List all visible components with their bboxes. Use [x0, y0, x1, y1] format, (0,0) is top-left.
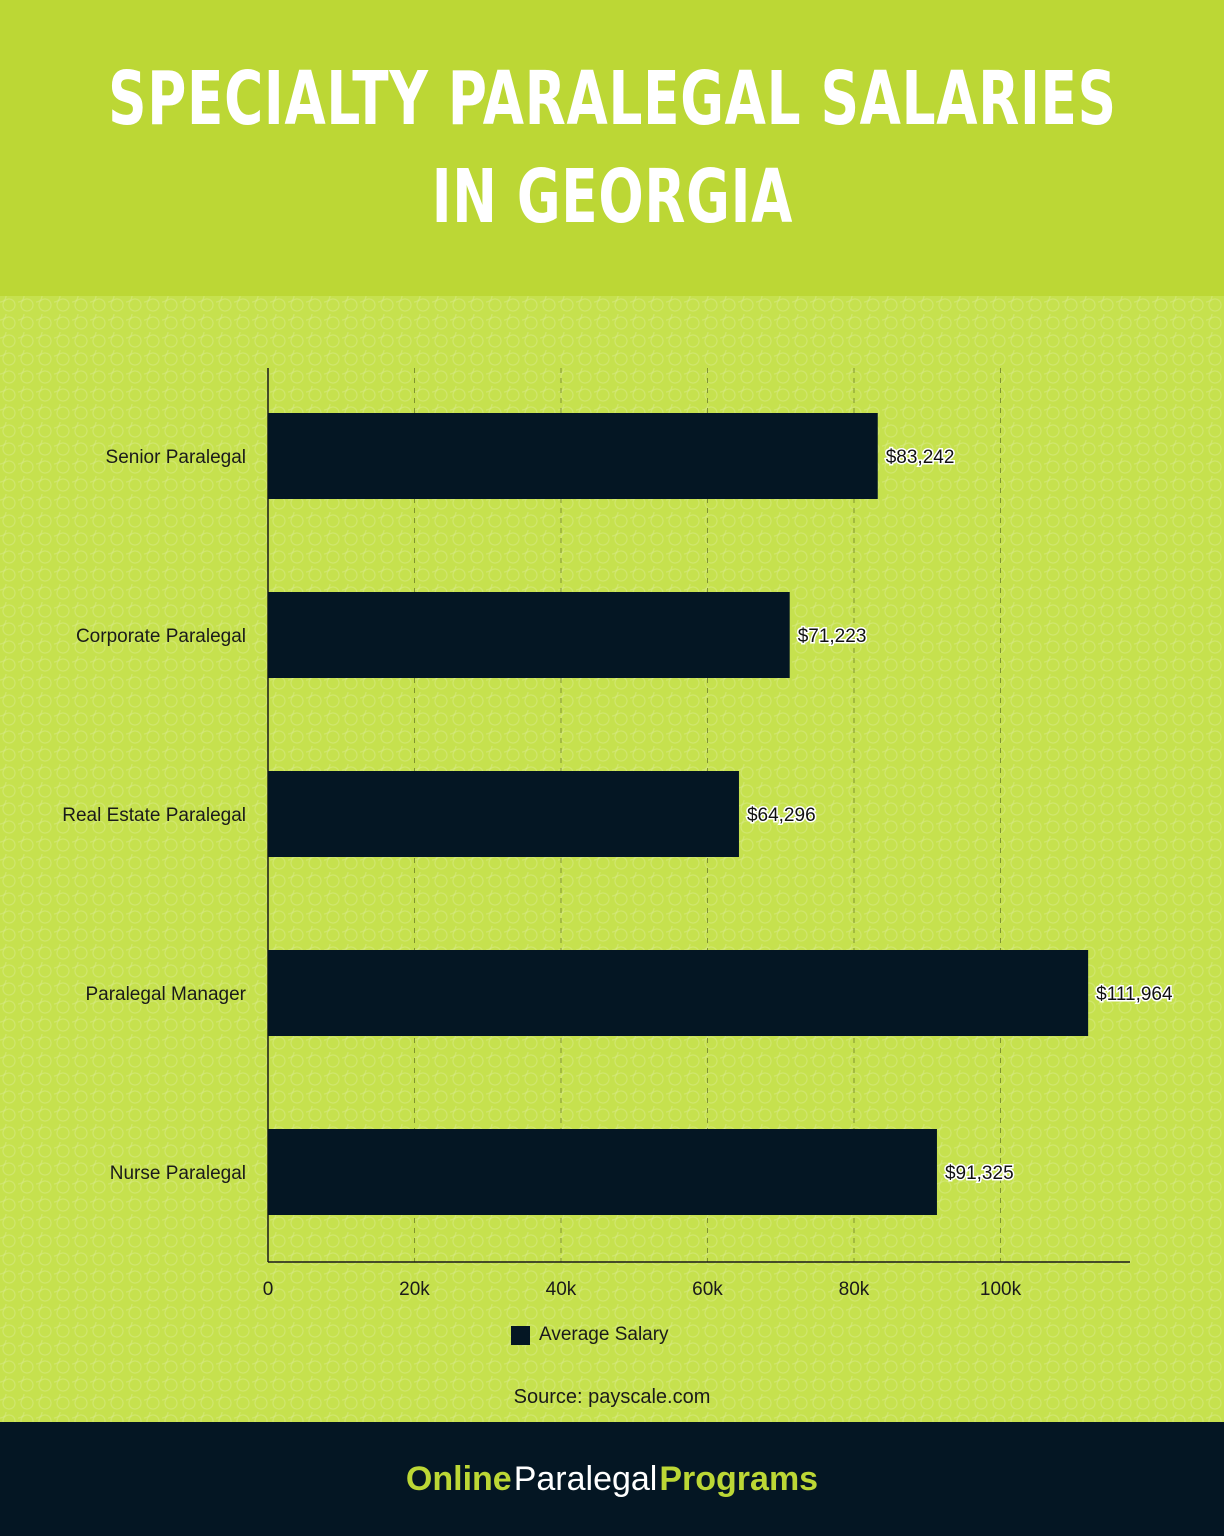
value-label: $111,964	[1096, 984, 1173, 1005]
chart-title: SPECIALTY PARALEGAL SALARIES IN GEORGIA	[108, 50, 1117, 246]
chart-svg: 0 20k 40k 60k 80k 100k Senior Paralegal $83,242…	[62, 368, 1174, 1300]
bar	[268, 592, 790, 678]
value-label: $91,325	[945, 1163, 1014, 1184]
x-tick-label: 100k	[980, 1279, 1022, 1300]
footer-banner: OnlineParalegalPrograms	[0, 1422, 1224, 1536]
category-label: Paralegal Manager	[85, 984, 246, 1005]
x-tick-label: 60k	[692, 1279, 723, 1300]
brand-part-paralegal: Paralegal	[513, 1459, 658, 1498]
title-line-1: SPECIALTY PARALEGAL SALARIES	[107, 56, 1117, 142]
x-tick-label: 20k	[399, 1279, 430, 1300]
bar	[268, 950, 1089, 1036]
category-label: Senior Paralegal	[106, 447, 246, 468]
source-note: Source: payscale.com	[513, 1386, 711, 1408]
bar	[268, 771, 739, 857]
legend-label: Average Salary	[539, 1324, 669, 1345]
x-tick-label: 40k	[546, 1279, 577, 1300]
x-tick-label: 0	[263, 1279, 274, 1300]
brand-logo: OnlineParalegalPrograms	[406, 1460, 818, 1499]
brand-part-online: Online	[405, 1459, 512, 1498]
bar	[268, 1129, 937, 1215]
header-banner: SPECIALTY PARALEGAL SALARIES IN GEORGIA	[0, 0, 1224, 296]
value-label: $83,242	[886, 447, 955, 468]
legend-swatch	[511, 1325, 530, 1345]
category-label: Nurse Paralegal	[110, 1163, 246, 1184]
legend: Average Salary	[511, 1324, 669, 1346]
x-tick-label: 80k	[839, 1279, 870, 1300]
category-label: Corporate Paralegal	[76, 626, 246, 647]
bar	[268, 413, 878, 499]
value-label: $71,223	[798, 626, 867, 647]
bar-chart: 0 20k 40k 60k 80k 100k Senior Paralegal $83,242…	[0, 296, 1224, 1422]
value-label: $64,296	[747, 805, 816, 826]
title-line-2: IN GEORGIA	[431, 154, 793, 240]
category-label: Real Estate Paralegal	[62, 805, 246, 826]
brand-part-programs: Programs	[659, 1459, 819, 1498]
